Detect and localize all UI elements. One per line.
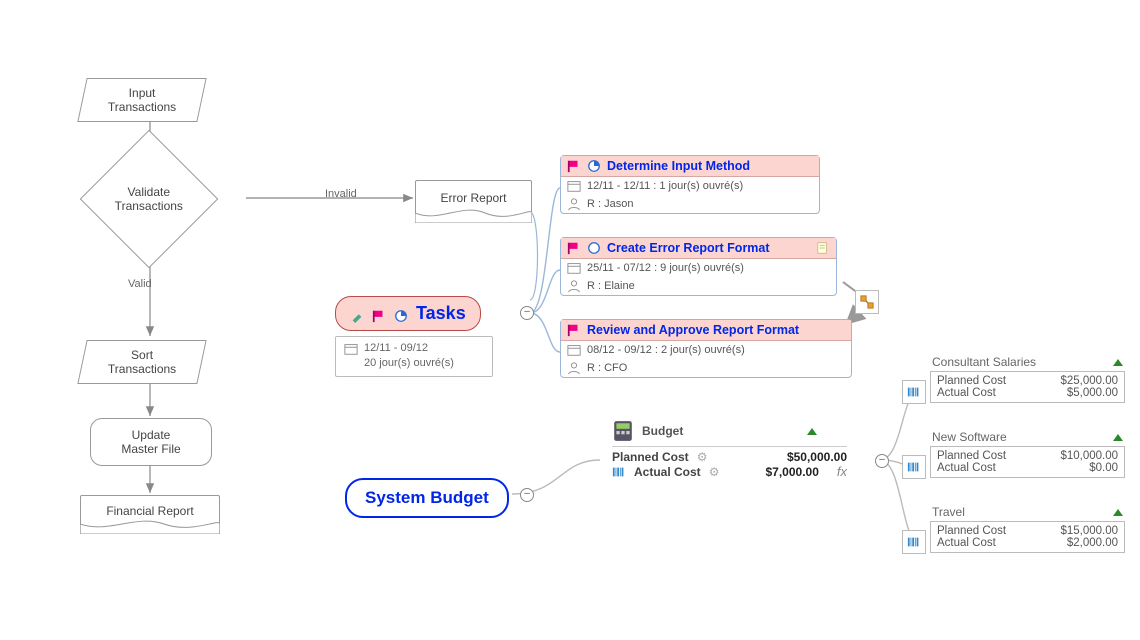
flag-icon <box>567 159 581 173</box>
budget-item-1[interactable]: New Software Planned Cost $10,000.00 Actu… <box>930 430 1125 478</box>
node-update-master-file: UpdateMaster File <box>90 418 212 466</box>
node-input-transactions: InputTransactions <box>77 78 206 122</box>
calculator-icon <box>612 420 634 442</box>
pie-icon <box>394 307 408 321</box>
task-date: 12/11 - 12/11 : 1 jour(s) ouvré(s) <box>587 180 743 192</box>
tasks-meta: 12/11 - 09/12 20 jour(s) ouvré(s) <box>335 336 493 377</box>
link-marker-icon <box>855 290 879 314</box>
person-icon <box>567 197 581 211</box>
task-date: 08/12 - 09/12 : 2 jour(s) ouvré(s) <box>587 344 745 356</box>
planned-label: Planned Cost <box>937 525 1006 537</box>
planned-label: Planned Cost <box>612 450 689 464</box>
budget-summary: Budget Planned Cost ⚙ $50,000.00 Actual Co… <box>612 420 847 479</box>
system-budget-label: System Budget <box>365 488 489 507</box>
calendar-icon <box>567 343 581 357</box>
calendar-icon <box>567 179 581 193</box>
planned-amount: $15,000.00 <box>1060 525 1118 537</box>
node-error-report: Error Report <box>415 180 532 215</box>
task-card-1[interactable]: Create Error Report Format 25/11 - 07/12… <box>560 237 837 296</box>
task-title: Determine Input Method <box>607 159 750 173</box>
actual-label: Actual Cost <box>937 462 996 474</box>
actual-label: Actual Cost <box>634 465 701 479</box>
tasks-date-range: 12/11 - 09/12 <box>364 341 428 356</box>
node-label: Financial Report <box>106 504 193 518</box>
edge-label-invalid: Invalid <box>325 188 357 200</box>
actual-amount: $2,000.00 <box>1067 537 1118 549</box>
budget-item-title: Travel <box>932 505 965 519</box>
barcode-icon <box>902 530 926 554</box>
flag-icon <box>567 241 581 255</box>
budget-item-title: Consultant Salaries <box>932 355 1036 369</box>
gear-icon: ⚙ <box>709 465 720 479</box>
calendar-icon <box>567 261 581 275</box>
node-label: Error Report <box>440 191 506 205</box>
task-card-2[interactable]: Review and Approve Report Format 08/12 -… <box>560 319 852 378</box>
pie-empty-icon <box>587 241 601 255</box>
budget-branch-toggle[interactable]: – <box>875 454 889 468</box>
planned-amount: $25,000.00 <box>1060 375 1118 387</box>
task-title: Review and Approve Report Format <box>587 323 799 337</box>
node-label: SortTransactions <box>108 348 176 377</box>
edge-label-valid: Valid <box>128 278 152 290</box>
tasks-title: Tasks <box>416 303 466 324</box>
actual-label: Actual Cost <box>937 387 996 399</box>
actual-label: Actual Cost <box>937 537 996 549</box>
tasks-collapse-toggle[interactable]: – <box>520 306 534 320</box>
tasks-hub[interactable]: Tasks <box>335 296 481 331</box>
task-resp: R : Elaine <box>587 280 635 292</box>
node-validate-transactions: ValidateTransactions <box>80 130 219 269</box>
flag-icon <box>372 307 386 321</box>
person-icon <box>567 361 581 375</box>
fx-icon: fx <box>837 464 847 479</box>
task-resp: R : CFO <box>587 362 627 374</box>
task-card-0[interactable]: Determine Input Method 12/11 - 12/11 : 1… <box>560 155 820 214</box>
note-icon <box>816 241 830 255</box>
attach-icon <box>350 307 364 321</box>
budget-item-0[interactable]: Consultant Salaries Planned Cost $25,000.… <box>930 355 1125 403</box>
expand-up-icon[interactable] <box>1113 434 1123 441</box>
system-budget-toggle[interactable]: – <box>520 488 534 502</box>
node-label: InputTransactions <box>108 86 176 115</box>
tasks-duration: 20 jour(s) ouvré(s) <box>344 356 484 371</box>
expand-up-icon[interactable] <box>1113 359 1123 366</box>
node-label: ValidateTransactions <box>115 185 183 214</box>
node-label: UpdateMaster File <box>121 428 180 457</box>
actual-amount: $5,000.00 <box>1067 387 1118 399</box>
actual-amount: $7,000.00 <box>765 465 818 479</box>
expand-up-icon[interactable] <box>807 428 817 435</box>
diagram-canvas: { "flowchart": { "nodes": { "input": {"l… <box>0 0 1140 640</box>
planned-label: Planned Cost <box>937 375 1006 387</box>
barcode-icon <box>902 380 926 404</box>
barcode-icon <box>902 455 926 479</box>
planned-label: Planned Cost <box>937 450 1006 462</box>
expand-up-icon[interactable] <box>1113 509 1123 516</box>
planned-amount: $50,000.00 <box>787 450 847 464</box>
task-date: 25/11 - 07/12 : 9 jour(s) ouvré(s) <box>587 262 744 274</box>
budget-item-2[interactable]: Travel Planned Cost $15,000.00 Actual Cos… <box>930 505 1125 553</box>
budget-title: Budget <box>642 424 683 438</box>
person-icon <box>567 279 581 293</box>
system-budget-node[interactable]: System Budget <box>345 478 509 518</box>
actual-amount: $0.00 <box>1089 462 1118 474</box>
budget-item-title: New Software <box>932 430 1007 444</box>
pie-quarter-icon <box>587 159 601 173</box>
node-sort-transactions: SortTransactions <box>77 340 206 384</box>
node-financial-report: Financial Report <box>80 495 220 526</box>
flag-icon <box>567 323 581 337</box>
task-resp: R : Jason <box>587 198 633 210</box>
calendar-icon <box>344 342 358 356</box>
planned-amount: $10,000.00 <box>1060 450 1118 462</box>
task-title: Create Error Report Format <box>607 241 770 255</box>
gear-icon: ⚙ <box>697 450 708 464</box>
barcode-icon <box>612 465 626 479</box>
